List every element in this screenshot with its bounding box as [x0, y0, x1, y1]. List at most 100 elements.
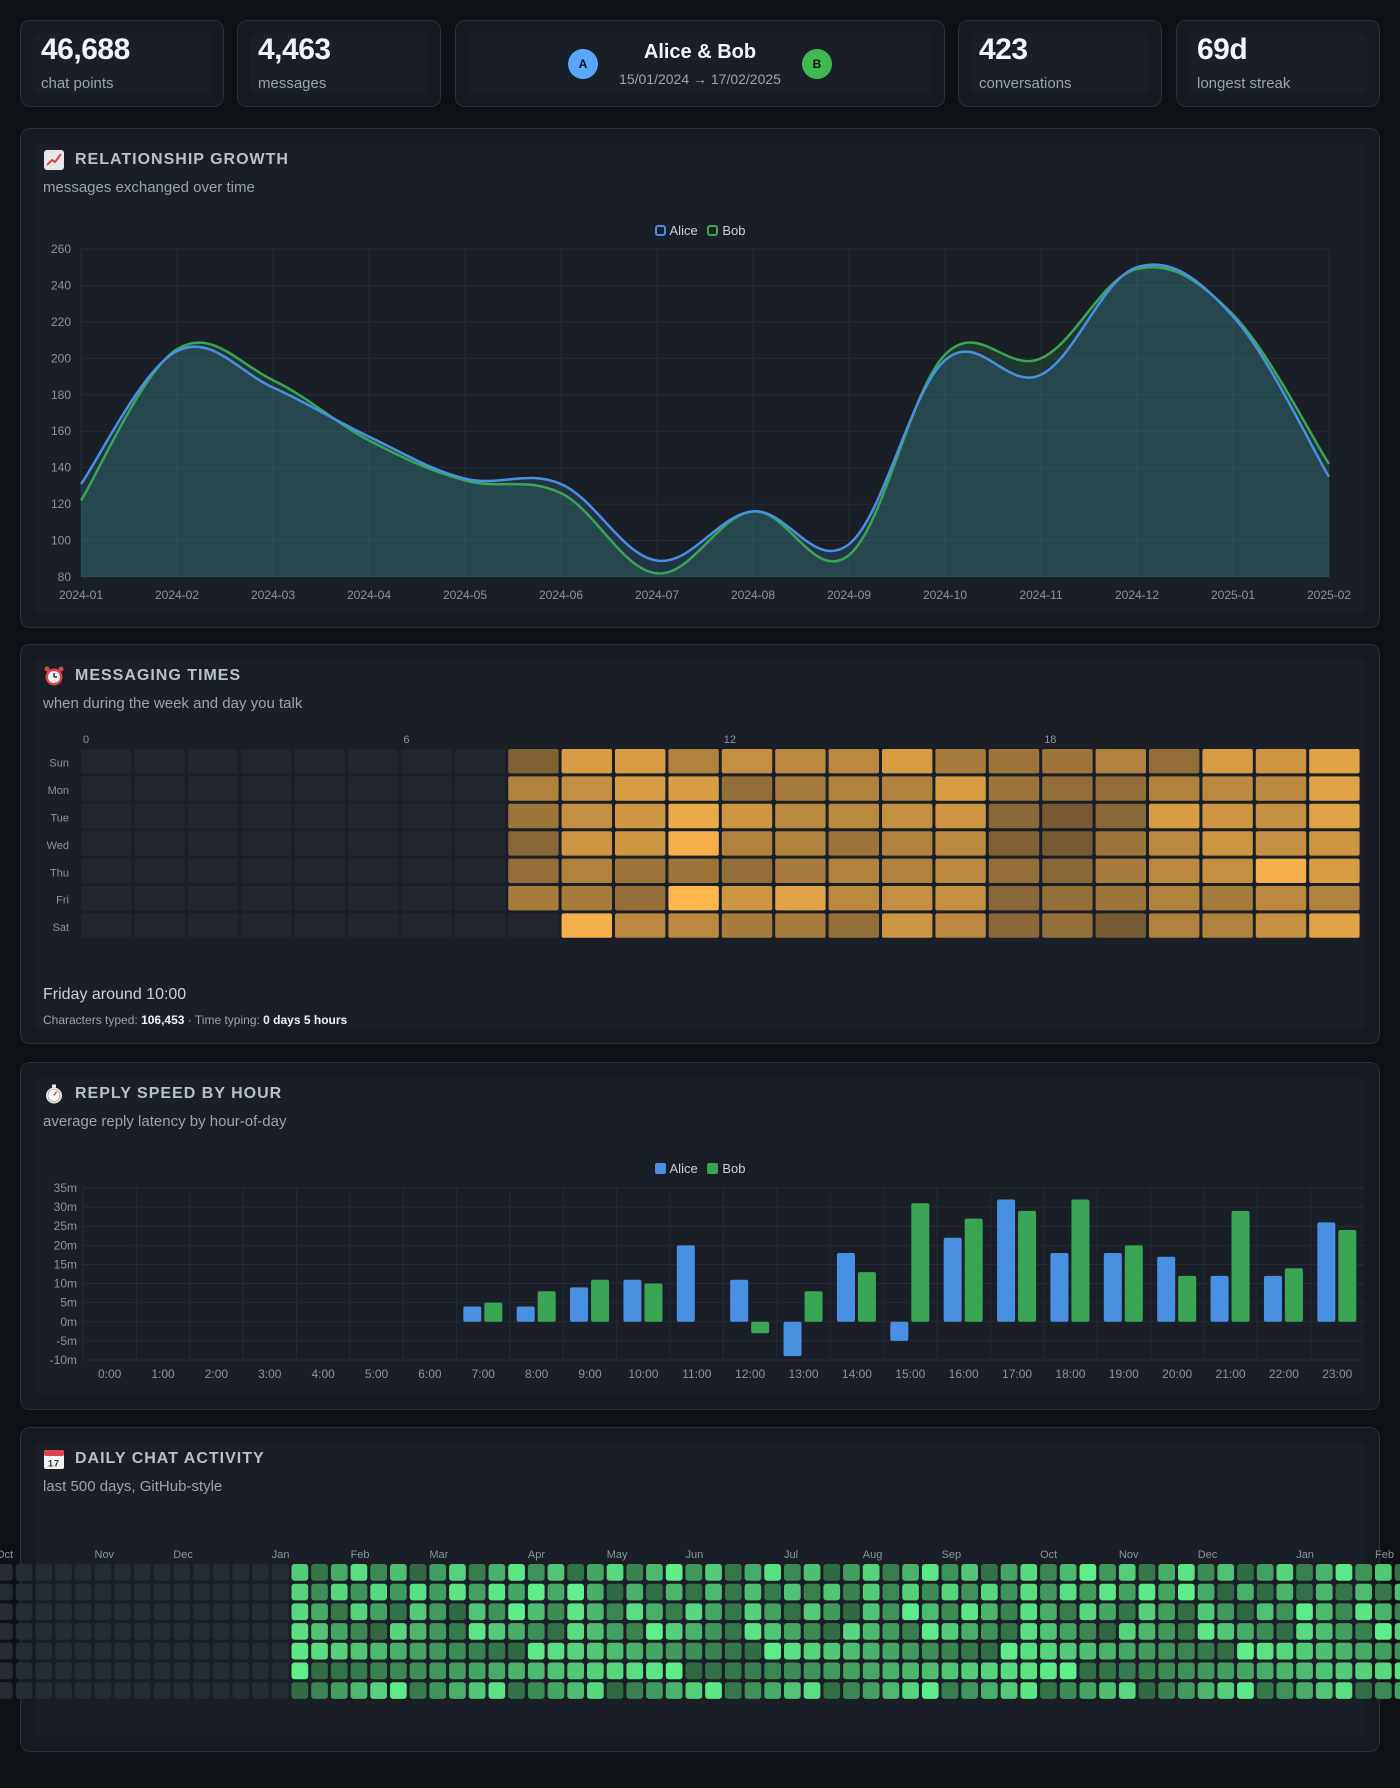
activity-cell — [1355, 1583, 1372, 1601]
y-tick-label: 160 — [51, 424, 71, 438]
activity-cell — [784, 1583, 801, 1601]
bar-bob — [804, 1291, 823, 1322]
legend-bob[interactable]: Bob — [707, 1161, 745, 1176]
heat-cell — [988, 831, 1040, 856]
bar-bob — [1284, 1268, 1303, 1322]
heat-cell — [1095, 858, 1146, 883]
activity-cell — [961, 1603, 978, 1621]
month-label: Aug — [863, 1549, 883, 1561]
stat-card-streak: 69d longest streak — [1176, 20, 1380, 107]
x-tick-label: 13:00 — [789, 1367, 819, 1381]
month-label: Jan — [1296, 1549, 1314, 1561]
x-tick-label: 12:00 — [735, 1367, 765, 1381]
activity-cell — [1256, 1603, 1274, 1621]
activity-cell — [390, 1623, 407, 1640]
x-tick-label: 2024-06 — [539, 588, 583, 602]
activity-cell — [390, 1583, 407, 1601]
heat-cell — [241, 913, 292, 938]
activity-cell — [921, 1682, 939, 1699]
activity-cell — [193, 1682, 210, 1699]
activity-cell — [1315, 1623, 1333, 1640]
bar-alice — [1317, 1222, 1336, 1322]
activity-cell — [508, 1564, 525, 1581]
activity-cell — [784, 1564, 801, 1581]
activity-cell — [1000, 1583, 1018, 1601]
activity-cell — [587, 1682, 604, 1699]
heat-cell — [1095, 803, 1146, 829]
heat-cell — [988, 749, 1040, 774]
activity-cell — [0, 1564, 13, 1581]
heat-cell — [241, 803, 292, 829]
x-tick-label: 2024-01 — [59, 588, 103, 602]
activity-cell — [409, 1603, 427, 1621]
activity-cell — [311, 1682, 328, 1699]
heat-cell — [721, 858, 773, 883]
activity-cell — [902, 1642, 919, 1660]
activity-cell — [921, 1623, 939, 1640]
heat-cell — [1042, 858, 1093, 883]
activity-cell — [311, 1564, 328, 1581]
activity-cell — [94, 1583, 112, 1601]
activity-cell — [429, 1623, 447, 1640]
heat-cell — [668, 858, 719, 883]
activity-cell — [468, 1642, 486, 1660]
legend-alice[interactable]: Alice — [654, 1161, 698, 1176]
activity-cell — [173, 1682, 190, 1699]
activity-cell — [330, 1623, 348, 1640]
activity-cell — [1079, 1682, 1097, 1699]
heat-cell — [401, 913, 452, 938]
heat-cell — [81, 858, 132, 883]
activity-cell — [1138, 1583, 1156, 1601]
activity-cell — [1138, 1682, 1156, 1699]
activity-cell — [744, 1583, 762, 1601]
bar-alice — [463, 1306, 482, 1322]
activity-cell — [1197, 1642, 1215, 1660]
activity-cell — [587, 1642, 604, 1660]
activity-cell — [646, 1603, 663, 1621]
activity-cell — [1256, 1682, 1274, 1699]
activity-cell — [15, 1623, 33, 1640]
activity-cell — [1256, 1623, 1274, 1640]
month-label: Dec — [1198, 1549, 1218, 1561]
activity-cell — [705, 1623, 722, 1640]
heat-cell — [668, 803, 719, 829]
activity-cell — [646, 1583, 663, 1601]
activity-cell — [685, 1603, 703, 1621]
activity-cell — [1138, 1662, 1156, 1680]
y-tick-label: 120 — [51, 497, 71, 511]
conversations-value: 423 — [979, 33, 1028, 66]
activity-cell — [1335, 1583, 1353, 1601]
activity-cell — [646, 1642, 663, 1660]
activity-cell — [330, 1662, 348, 1680]
activity-cell — [35, 1642, 53, 1660]
conversations-label: conversations — [979, 75, 1072, 92]
activity-cell — [291, 1642, 309, 1660]
activity-cell — [626, 1623, 644, 1640]
activity-cell — [1394, 1564, 1400, 1581]
activity-cell — [1217, 1603, 1235, 1621]
x-tick-label: 15:00 — [895, 1367, 925, 1381]
activity-cell — [74, 1642, 92, 1660]
stopwatch-icon — [43, 1083, 65, 1105]
x-tick-label: 19:00 — [1109, 1367, 1139, 1381]
heat-cell — [668, 913, 719, 938]
activity-cell — [744, 1642, 762, 1660]
activity-cell — [1375, 1662, 1392, 1680]
y-tick-label: -5m — [56, 1334, 77, 1348]
activity-cell — [1079, 1564, 1097, 1581]
bar-alice — [997, 1199, 1016, 1322]
activity-cell — [271, 1642, 289, 1660]
messaging-heatmap: 0 6 12 18 Sun Mon Tue Wed Thu Fri Sat — [47, 734, 1360, 938]
heat-cell — [81, 886, 132, 911]
activity-cell — [0, 1662, 13, 1680]
legend-bob-swatch — [707, 225, 719, 236]
activity-cell — [15, 1583, 33, 1601]
legend-alice[interactable]: Alice — [654, 223, 698, 238]
heat-cell — [882, 803, 933, 829]
bar-alice — [623, 1279, 642, 1322]
activity-cell — [823, 1564, 841, 1581]
bar-alice — [1050, 1252, 1069, 1322]
legend-bob[interactable]: Bob — [707, 223, 745, 238]
activity-cell — [271, 1623, 289, 1640]
activity-cell — [685, 1564, 703, 1581]
